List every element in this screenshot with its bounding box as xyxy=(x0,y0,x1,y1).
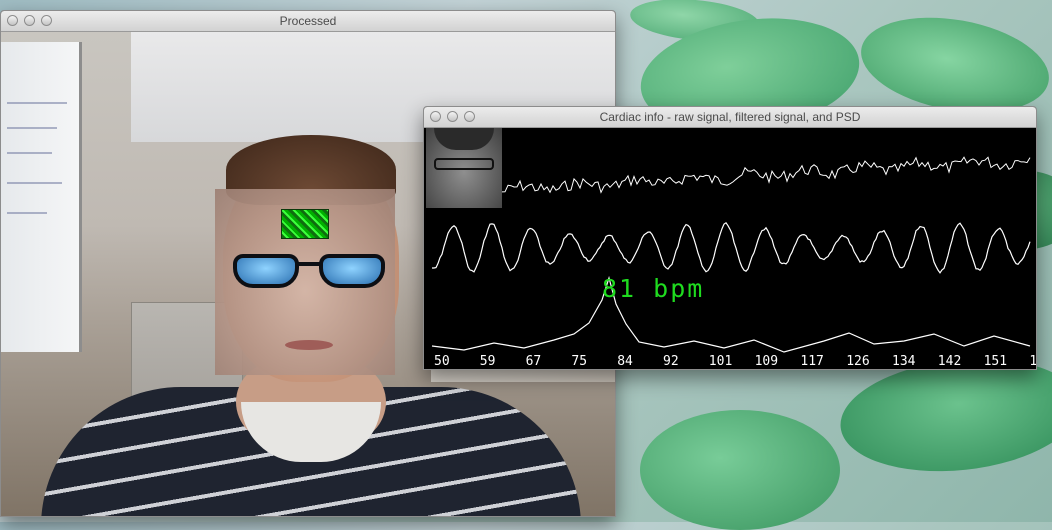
zoom-button[interactable] xyxy=(41,15,52,26)
minimize-button[interactable] xyxy=(447,111,458,122)
frequency-tick-label: 84 xyxy=(617,354,633,369)
frequency-tick-label: 126 xyxy=(846,354,870,369)
face-thumbnail xyxy=(426,128,502,208)
filtered-signal-line xyxy=(432,221,1031,274)
minimize-button[interactable] xyxy=(24,15,35,26)
frequency-tick-label: 92 xyxy=(663,354,679,369)
forehead-roi-box xyxy=(281,209,329,239)
thumbnail-hair xyxy=(434,128,494,150)
scribble xyxy=(7,127,57,129)
cardiac-window[interactable]: Cardiac info - raw signal, filtered sign… xyxy=(423,106,1037,370)
cardiac-plot: 81 bpm 50 59 67 75 84 92 101 109 117 126 134 142 151… xyxy=(424,128,1036,369)
frequency-tick-label: 59 xyxy=(479,354,496,369)
scribble xyxy=(7,212,47,214)
mouth xyxy=(285,340,333,350)
frequency-tick-label: 151 xyxy=(983,354,1008,369)
frequency-tick-label: 117 xyxy=(800,354,824,369)
close-button[interactable] xyxy=(430,111,441,122)
glasses-bridge xyxy=(295,262,323,266)
frequency-tick-label: 142 xyxy=(937,354,962,369)
titlebar[interactable]: Cardiac info - raw signal, filtered sign… xyxy=(424,107,1036,128)
scribble xyxy=(7,102,67,104)
frequency-tick-label: 101 xyxy=(708,354,733,369)
wallpaper-leaf xyxy=(640,410,840,530)
window-controls xyxy=(430,111,475,122)
frequency-tick-label: 109 xyxy=(754,354,779,369)
zoom-button[interactable] xyxy=(464,111,475,122)
lens-right xyxy=(319,254,385,288)
frequency-tick-label: 75 xyxy=(571,354,588,369)
titlebar[interactable]: Processed xyxy=(1,11,615,32)
glasses xyxy=(233,254,387,290)
window-title: Cardiac info - raw signal, filtered sign… xyxy=(599,110,861,124)
frequency-tick-label: 134 xyxy=(892,354,916,369)
frequency-axis: 50 59 67 75 84 92 101 109 117 126 134 142 151 1 xyxy=(424,354,1037,369)
signal-graphs xyxy=(431,156,1031,353)
raw-signal-line xyxy=(501,156,1031,194)
lens-left xyxy=(233,254,299,288)
scribble xyxy=(7,182,62,184)
frequency-tick-label: 67 xyxy=(525,354,542,369)
close-button[interactable] xyxy=(7,15,18,26)
bpm-readout: 81 bpm xyxy=(602,274,705,303)
frequency-tick-label: 1 xyxy=(1029,354,1037,369)
thumbnail-glasses xyxy=(434,158,494,170)
psd-line xyxy=(431,275,1031,353)
window-controls xyxy=(7,15,52,26)
frequency-tick-label: 50 xyxy=(434,354,450,369)
scribble xyxy=(7,152,52,154)
whiteboard xyxy=(1,42,82,352)
window-title: Processed xyxy=(279,14,337,28)
